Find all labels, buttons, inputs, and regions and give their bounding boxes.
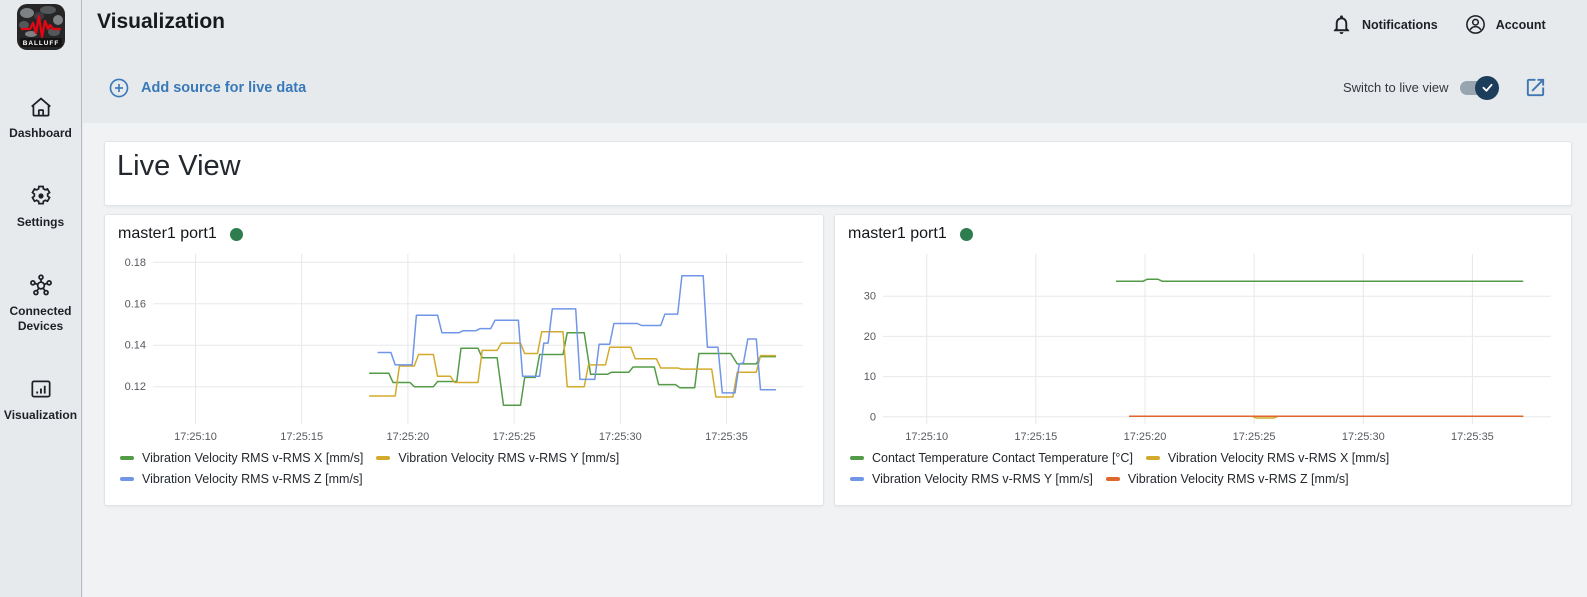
svg-text:17:25:25: 17:25:25 xyxy=(1233,431,1276,443)
legend-swatch-icon xyxy=(120,456,134,460)
chart-legend: Vibration Velocity RMS v-RMS X [mm/s] Vib… xyxy=(115,451,813,486)
live-view-controls: Switch to live view xyxy=(1343,75,1547,100)
notifications-label: Notifications xyxy=(1362,17,1438,32)
home-icon xyxy=(30,97,51,117)
legend-label: Vibration Velocity RMS v-RMS Y [mm/s] xyxy=(398,451,620,465)
legend-swatch-icon xyxy=(1105,477,1120,481)
legend-swatch-icon xyxy=(850,477,864,481)
plus-circle-icon xyxy=(109,78,129,98)
legend-label: Vibration Velocity RMS v-RMS Z [mm/s] xyxy=(1127,472,1349,486)
svg-text:30: 30 xyxy=(864,291,876,303)
sidebar-item-settings[interactable]: Settings xyxy=(0,183,81,230)
legend-item[interactable]: Vibration Velocity RMS v-RMS X [mm/s] xyxy=(120,451,363,465)
open-in-new-icon[interactable] xyxy=(1524,76,1547,99)
legend-label: Contact Temperature Contact Temperature … xyxy=(872,451,1133,465)
svg-text:17:25:15: 17:25:15 xyxy=(280,431,323,443)
sidebar-nav: Dashboard Settings xyxy=(0,94,81,423)
status-dot xyxy=(229,227,243,241)
view-title-card: Live View xyxy=(104,141,1572,206)
account-icon xyxy=(1465,15,1485,34)
legend-item[interactable]: Vibration Velocity RMS v-RMS Z [mm/s] xyxy=(120,472,363,486)
legend-swatch-icon xyxy=(376,456,391,460)
bar-chart-icon xyxy=(30,380,51,398)
network-hub-icon xyxy=(29,274,52,296)
svg-text:17:25:30: 17:25:30 xyxy=(599,431,642,443)
svg-text:17:25:30: 17:25:30 xyxy=(1342,431,1385,443)
account-button[interactable]: Account xyxy=(1464,13,1546,36)
chart-title: master1 port1 xyxy=(848,225,947,242)
check-icon xyxy=(1482,83,1493,92)
chart-header: master1 port1 xyxy=(115,222,813,246)
legend-swatch-icon xyxy=(850,456,864,460)
legend-item[interactable]: Vibration Velocity RMS v-RMS X [mm/s] xyxy=(1145,451,1390,465)
live-view-toggle[interactable] xyxy=(1460,75,1500,100)
legend-item[interactable]: Vibration Velocity RMS v-RMS Z [mm/s] xyxy=(1105,472,1349,486)
sidebar-item-label: Dashboard xyxy=(9,126,72,140)
add-source-button[interactable]: Add source for live data xyxy=(108,77,306,99)
switch-live-label: Switch to live view xyxy=(1343,80,1449,95)
svg-text:17:25:15: 17:25:15 xyxy=(1014,431,1057,443)
svg-text:17:25:35: 17:25:35 xyxy=(705,431,748,443)
svg-text:17:25:10: 17:25:10 xyxy=(905,431,948,443)
svg-text:10: 10 xyxy=(864,371,876,383)
chart-header: master1 port1 xyxy=(845,222,1561,246)
svg-text:17:25:10: 17:25:10 xyxy=(174,431,217,443)
waveform-graphic xyxy=(20,14,61,39)
legend-swatch-icon xyxy=(1145,456,1160,460)
chart-panel-left: master1 port1 17:25:10 17:25:15 17:25:20 17… xyxy=(104,214,824,506)
view-title: Live View xyxy=(117,150,241,182)
sidebar-item-label: Connected Devices xyxy=(9,304,72,333)
svg-text:0.14: 0.14 xyxy=(125,340,146,352)
account-label: Account xyxy=(1495,17,1546,32)
legend-label: Vibration Velocity RMS v-RMS X [mm/s] xyxy=(1167,451,1390,465)
notifications-button[interactable]: Notifications xyxy=(1330,13,1438,36)
bell-icon xyxy=(1333,15,1350,35)
svg-text:17:25:20: 17:25:20 xyxy=(1124,431,1167,443)
toggle-knob xyxy=(1475,75,1500,100)
sidebar-item-label: Visualization xyxy=(3,408,78,422)
balluff-logo[interactable]: BALLUFF xyxy=(16,4,65,50)
chart-canvas[interactable]: 17:25:10 17:25:15 17:25:20 17:25:25 17:25:30… xyxy=(845,248,1561,448)
gear-icon xyxy=(30,185,51,205)
add-source-label: Add source for live data xyxy=(141,80,307,96)
svg-text:20: 20 xyxy=(864,331,876,343)
sidebar-item-visualization[interactable]: Visualization xyxy=(0,376,81,423)
legend-item[interactable]: Vibration Velocity RMS v-RMS Y [mm/s] xyxy=(850,472,1093,486)
sidebar-item-dashboard[interactable]: Dashboard xyxy=(0,94,81,141)
svg-text:17:25:25: 17:25:25 xyxy=(493,431,536,443)
chart-title: master1 port1 xyxy=(118,225,217,242)
header-actions: Notifications Account xyxy=(1330,13,1546,36)
legend-item[interactable]: Vibration Velocity RMS v-RMS Y [mm/s] xyxy=(376,451,619,465)
sidebar-item-connected-devices[interactable]: Connected Devices xyxy=(0,272,81,334)
sidebar-item-label: Settings xyxy=(16,215,65,229)
legend-swatch-icon xyxy=(120,477,134,481)
sidebar: BALLUFF Dashboard Settings xyxy=(0,0,82,597)
status-dot xyxy=(959,227,973,241)
svg-text:17:25:20: 17:25:20 xyxy=(386,431,429,443)
legend-label: Vibration Velocity RMS v-RMS Z [mm/s] xyxy=(142,472,363,486)
chart-panel-right: master1 port1 17:25:10 17:25:15 17:25:20 17… xyxy=(834,214,1572,506)
chart-canvas[interactable]: 17:25:10 17:25:15 17:25:20 17:25:25 17:25:30… xyxy=(115,248,813,448)
legend-item[interactable]: Contact Temperature Contact Temperature … xyxy=(850,451,1133,465)
svg-text:0.18: 0.18 xyxy=(125,257,146,269)
svg-text:17:25:35: 17:25:35 xyxy=(1451,431,1494,443)
chart-legend: Contact Temperature Contact Temperature … xyxy=(845,451,1561,486)
svg-text:0: 0 xyxy=(870,411,876,423)
svg-text:0.12: 0.12 xyxy=(125,381,146,393)
legend-label: Vibration Velocity RMS v-RMS Y [mm/s] xyxy=(872,472,1093,486)
legend-label: Vibration Velocity RMS v-RMS X [mm/s] xyxy=(142,451,364,465)
page-title: Visualization xyxy=(97,10,225,33)
brand-text: BALLUFF xyxy=(22,40,58,47)
svg-text:0.16: 0.16 xyxy=(125,298,146,310)
